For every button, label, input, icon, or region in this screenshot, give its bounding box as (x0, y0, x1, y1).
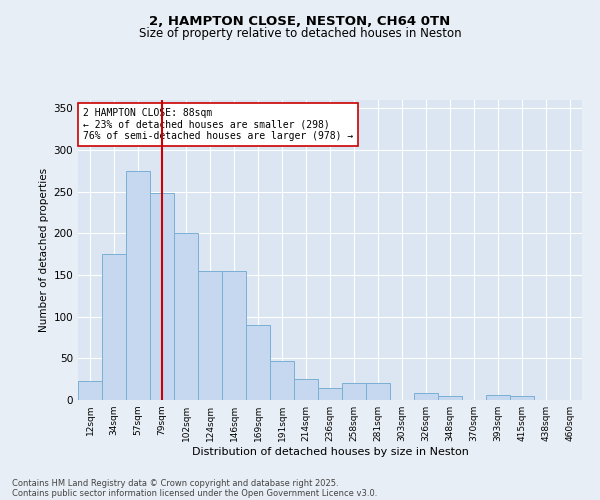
X-axis label: Distribution of detached houses by size in Neston: Distribution of detached houses by size … (191, 447, 469, 457)
Bar (198, 271, 222, 400)
Bar (222, 271, 246, 400)
Bar (270, 361, 294, 400)
Text: Contains HM Land Registry data © Crown copyright and database right 2025.: Contains HM Land Registry data © Crown c… (12, 478, 338, 488)
Text: Size of property relative to detached houses in Neston: Size of property relative to detached ho… (139, 28, 461, 40)
Y-axis label: Number of detached properties: Number of detached properties (39, 168, 49, 332)
Bar (102, 254, 126, 400)
Bar (126, 171, 150, 400)
Bar (174, 234, 198, 400)
Text: Contains public sector information licensed under the Open Government Licence v3: Contains public sector information licen… (12, 488, 377, 498)
Bar (486, 395, 510, 400)
Bar (414, 394, 438, 400)
Bar (78, 381, 102, 400)
Bar (246, 325, 270, 400)
Text: 2, HAMPTON CLOSE, NESTON, CH64 0TN: 2, HAMPTON CLOSE, NESTON, CH64 0TN (149, 15, 451, 28)
Bar (294, 379, 318, 400)
Text: 2 HAMPTON CLOSE: 88sqm
← 23% of detached houses are smaller (298)
76% of semi-de: 2 HAMPTON CLOSE: 88sqm ← 23% of detached… (83, 108, 353, 140)
Bar (342, 382, 366, 400)
Bar (438, 396, 462, 400)
Bar (150, 194, 174, 400)
Bar (366, 382, 390, 400)
Bar (510, 396, 534, 400)
Bar (318, 388, 342, 400)
